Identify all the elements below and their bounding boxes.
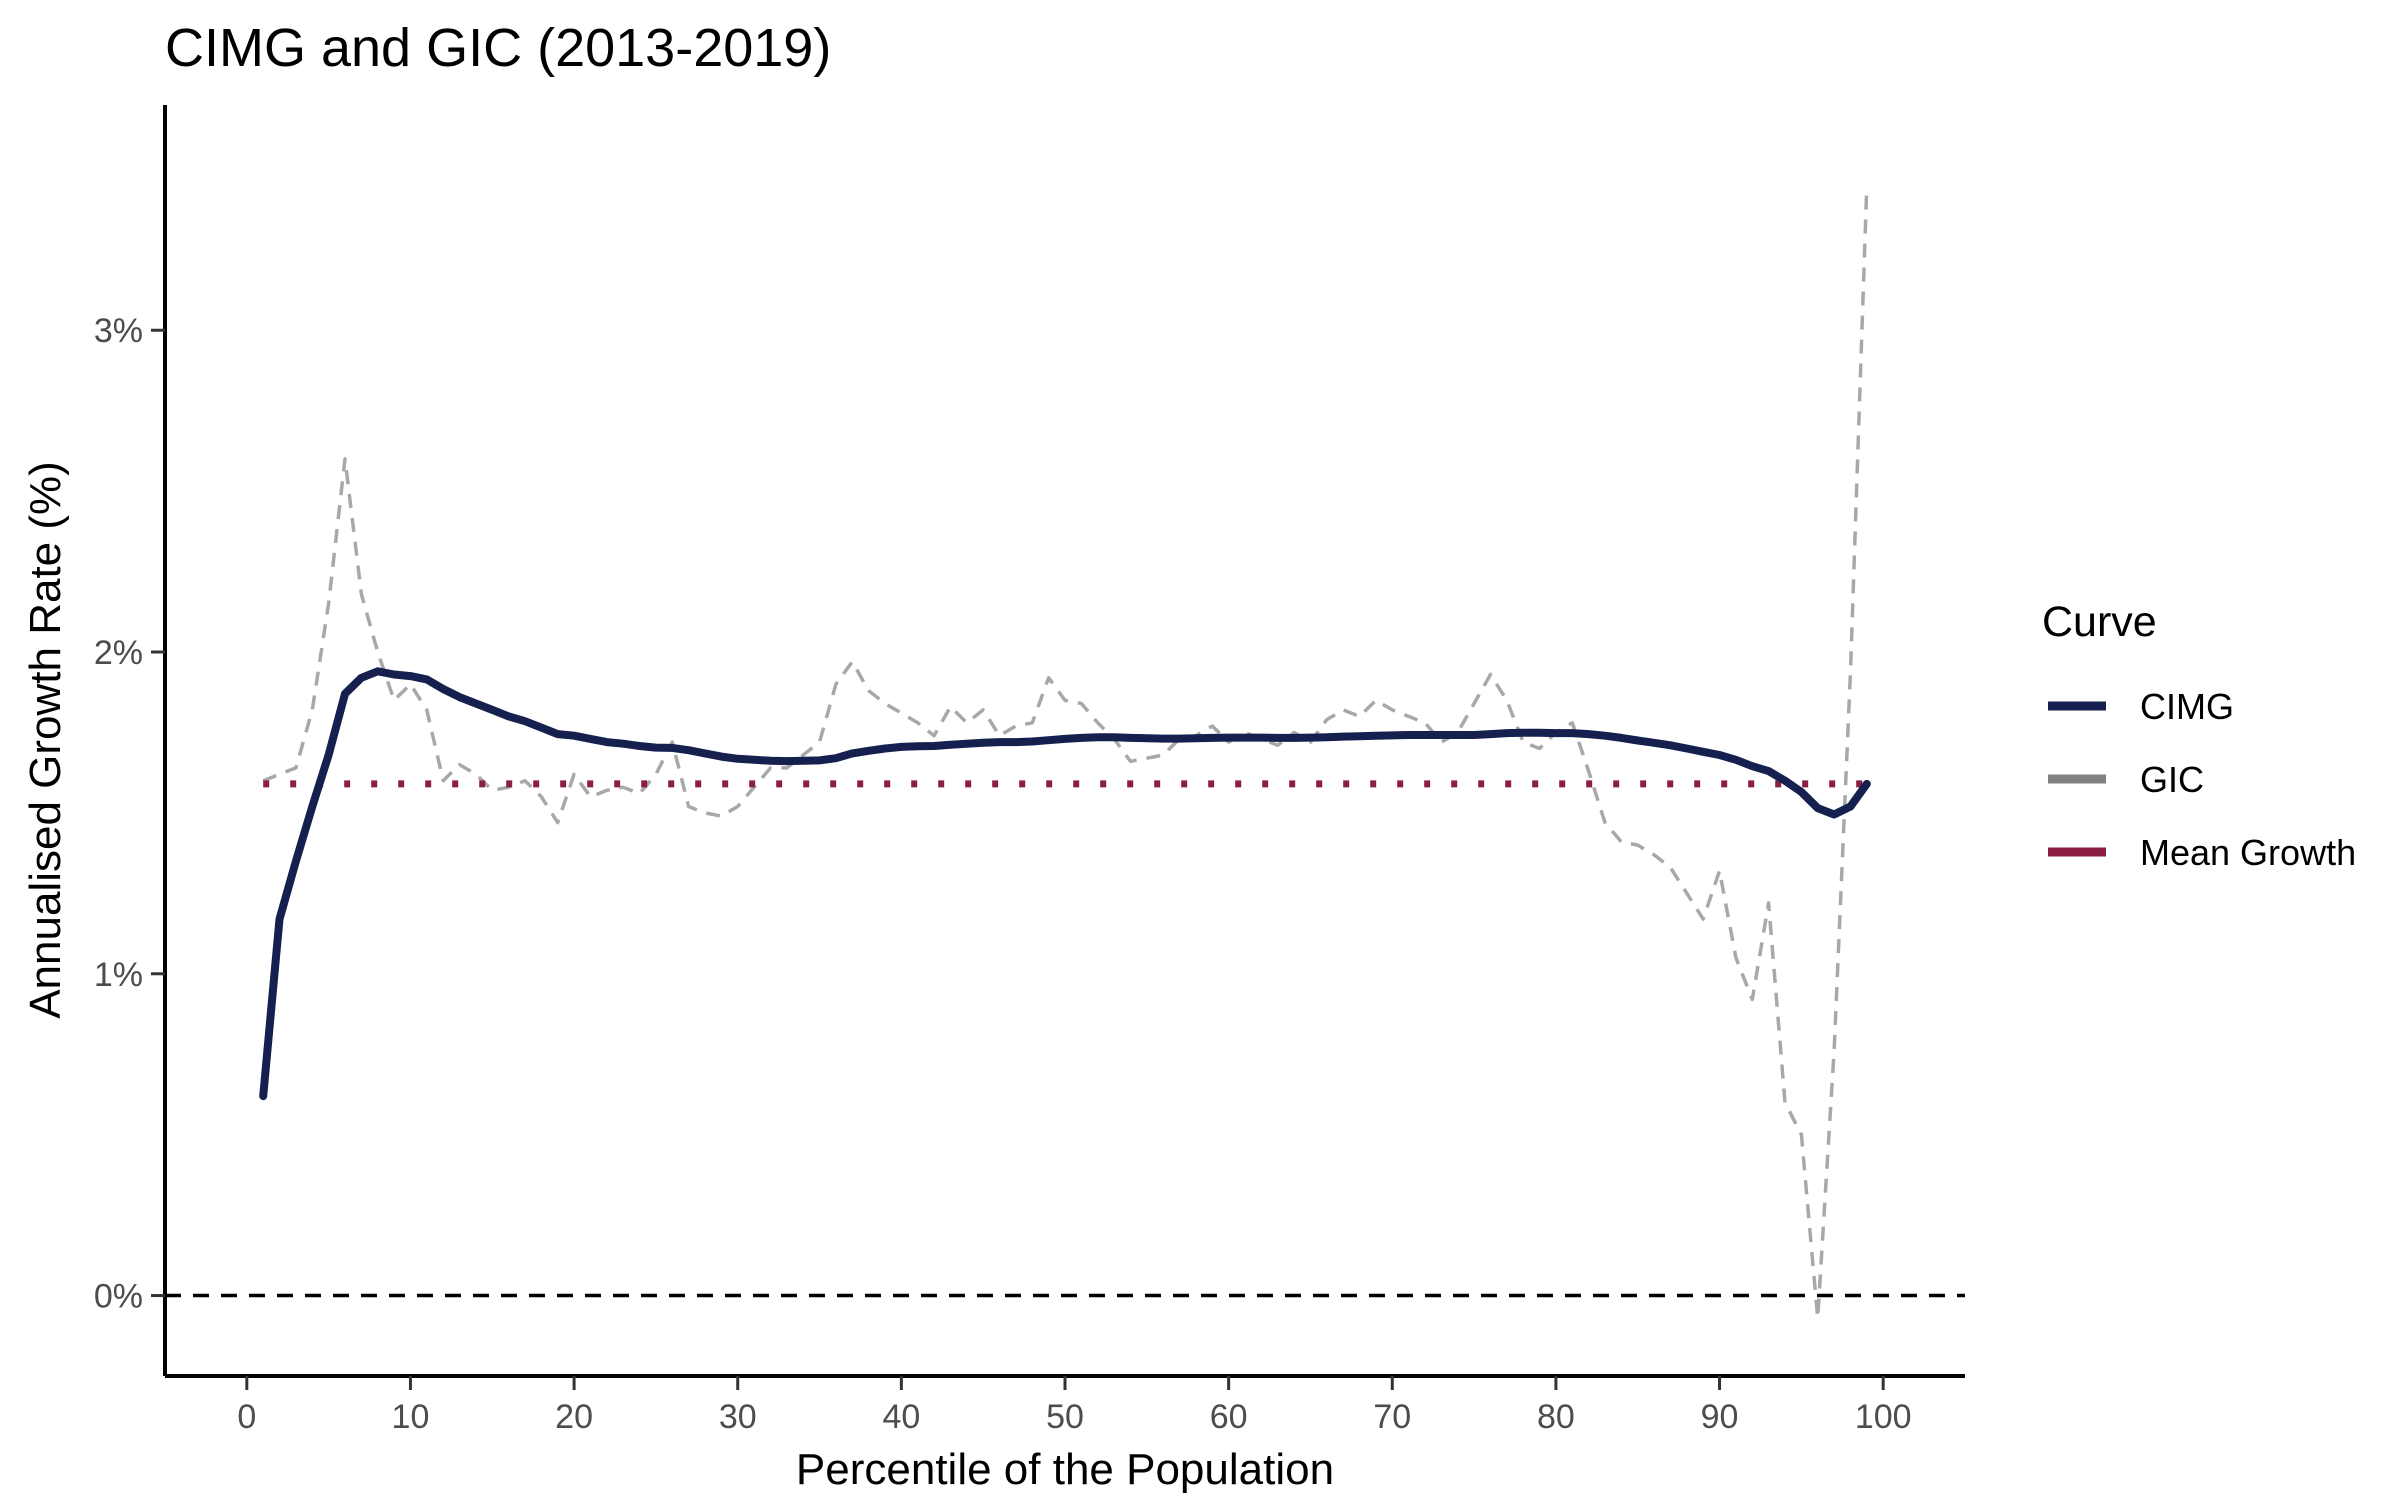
x-axis-ticks: 0 10 20 30 40 50 60 70 80 90 100 [237,1376,1912,1436]
series-line-cimg [259,667,1871,1101]
y-tick-label: 3% [94,312,143,350]
x-tick-label: 60 [1210,1398,1248,1436]
x-axis-title: Percentile of the Population [796,1445,1334,1494]
x-tick-label: 40 [882,1398,920,1436]
legend: Curve CIMG GIC Mean Growth [2042,598,2356,873]
x-tick-label: 30 [719,1398,757,1436]
y-tick-label: 2% [94,634,143,672]
plot-series [165,185,1965,1320]
x-tick-label: 80 [1537,1398,1575,1436]
legend-label: GIC [2140,759,2204,800]
y-tick-label: 0% [94,1278,143,1316]
y-axis-ticks: 0% 1% 2% 3% [94,312,165,1316]
x-tick-label: 10 [392,1398,430,1436]
x-tick-label: 20 [555,1398,593,1436]
y-axis-title: Annualised Growth Rate (%) [21,461,70,1019]
legend-title: Curve [2042,598,2157,646]
x-tick-label: 100 [1855,1398,1912,1436]
chart-title: CIMG and GIC (2013-2019) [165,18,831,78]
y-tick-label: 1% [94,956,143,994]
x-tick-label: 50 [1046,1398,1084,1436]
x-tick-label: 0 [237,1398,256,1436]
series-line-gic [262,185,1869,1320]
legend-label: Mean Growth [2140,832,2356,873]
x-tick-label: 70 [1373,1398,1411,1436]
x-tick-label: 90 [1701,1398,1739,1436]
legend-label: CIMG [2140,686,2234,727]
